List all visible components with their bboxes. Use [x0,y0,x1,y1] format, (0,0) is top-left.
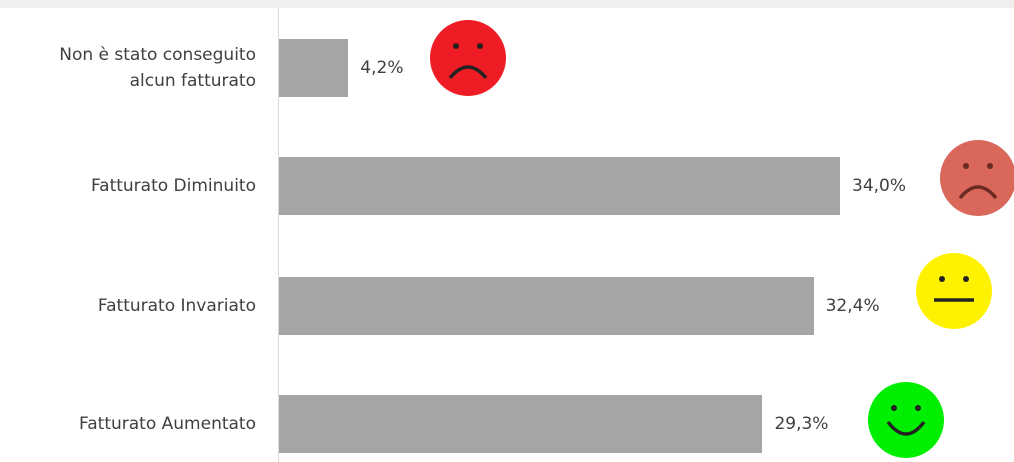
frame-band [0,0,1014,8]
category-label: Non è stato conseguito alcun fatturato [59,45,256,91]
category-label: Fatturato Aumentato [79,414,256,434]
bar [279,39,349,97]
smiley-happy-green [868,382,944,458]
value-label: 32,4% [825,296,880,316]
smiley-sad-salmon [940,140,1014,216]
smiley-sad-red [430,20,506,96]
bar [279,157,840,215]
category-label: Fatturato Invariato [97,296,256,316]
category-axis [278,8,279,462]
smiley-neutral-yellow [916,253,992,329]
category-label: Fatturato Diminuito [90,176,256,196]
value-label: 29,3% [774,414,829,434]
bar [279,277,814,335]
bar [279,395,763,453]
value-label: 4,2% [360,58,404,78]
value-label: 34,0% [852,176,907,196]
